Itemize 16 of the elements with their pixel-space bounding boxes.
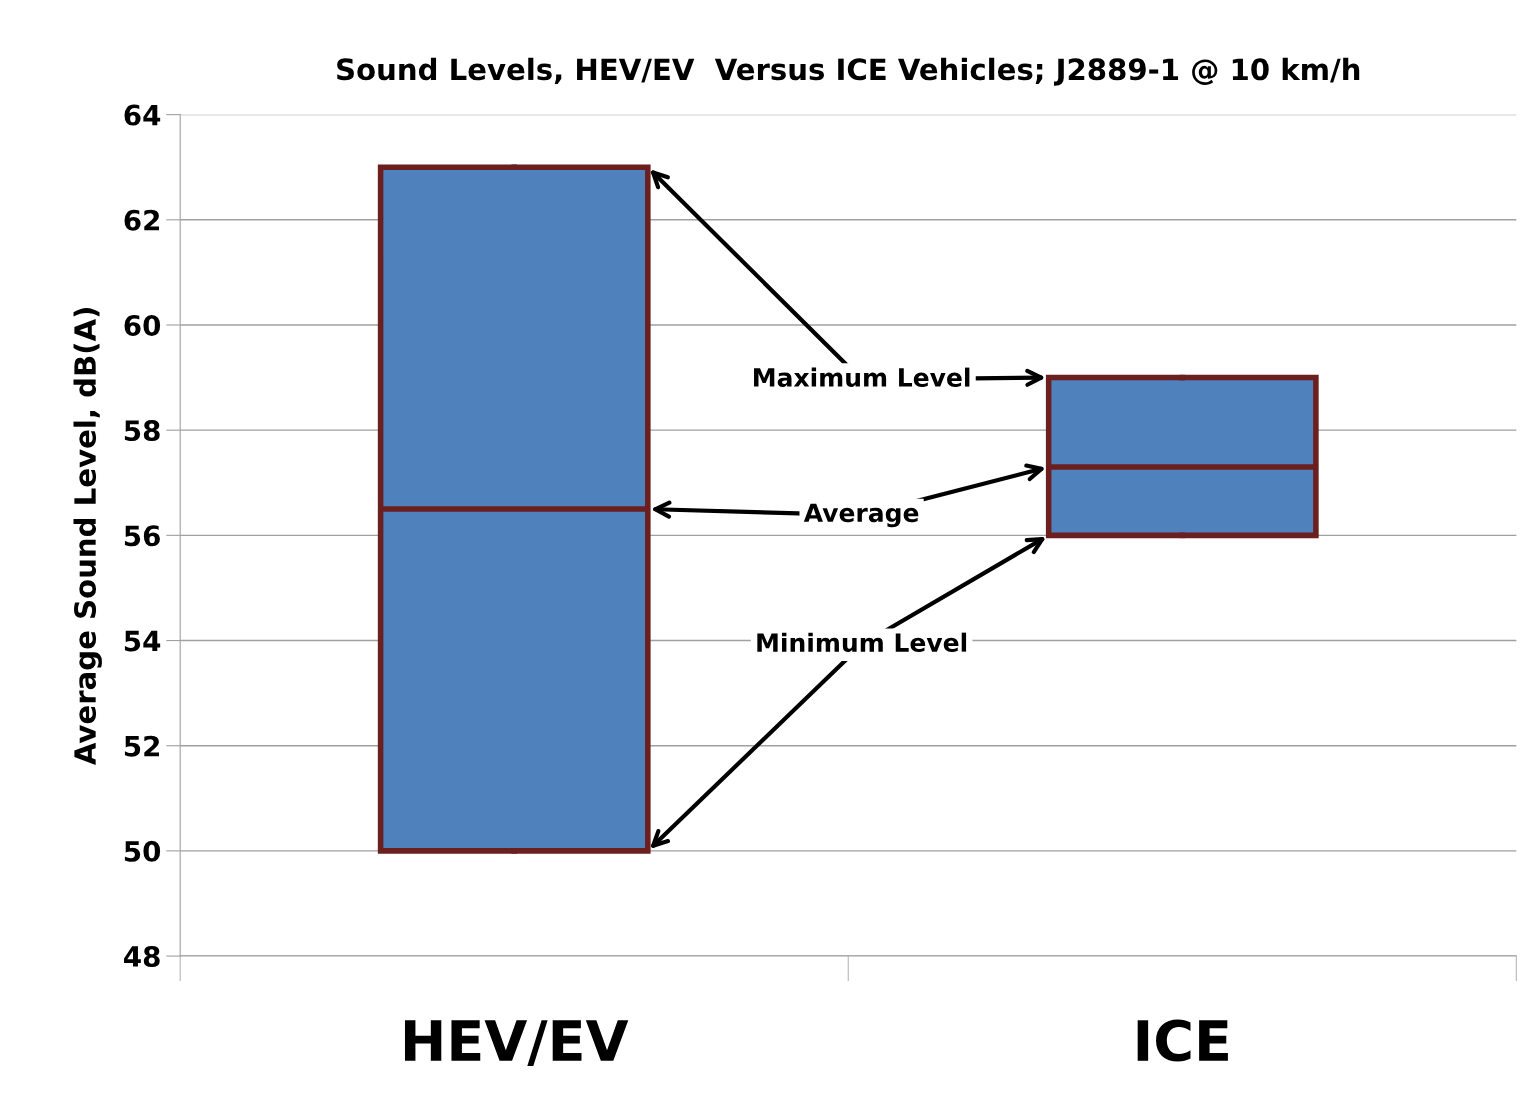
y-tick-label: 64 <box>124 104 161 126</box>
y-tick-label: 62 <box>124 209 160 231</box>
annotation: Minimum Level <box>757 632 967 652</box>
y-axis-title: Average Sound Level, dB(A) <box>73 308 102 765</box>
x-tick-label: ICE <box>1137 1019 1228 1062</box>
annotation: Average <box>803 503 919 528</box>
y-tick-label: 54 <box>124 630 161 652</box>
chart-title: Sound Levels, HEV/EV Versus ICE Vehicles; J2889-1 @ 10 km/h <box>337 57 1360 86</box>
y-tick-label: 52 <box>124 735 160 757</box>
y-tick-label: 58 <box>124 420 160 442</box>
x-tick-label: HEV/EV <box>404 1020 629 1066</box>
annotation: Maximum Level <box>754 367 970 387</box>
y-tick-label: 56 <box>124 525 160 547</box>
y-tick-label: 48 <box>124 946 160 968</box>
y-tick-label: 60 <box>124 314 161 336</box>
y-tick-label: 50 <box>124 840 161 862</box>
